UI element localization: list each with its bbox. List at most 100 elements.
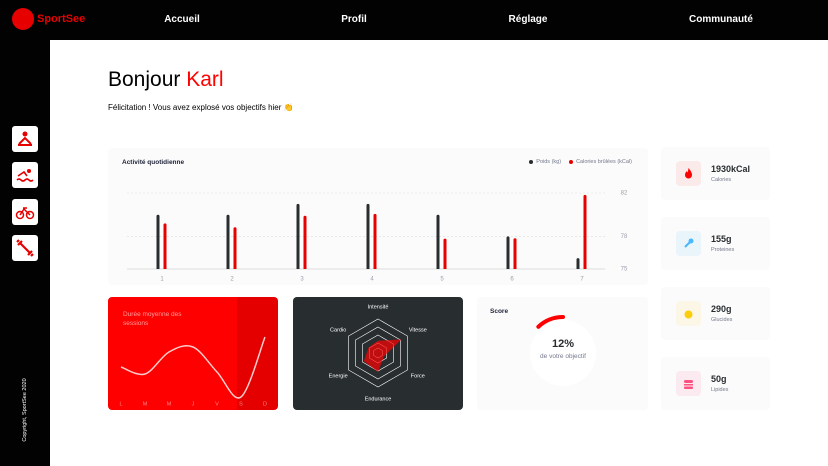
score-chart [530,315,596,386]
x-tick-label: 5 [440,277,444,283]
radar-label: Energie [329,373,348,379]
legend-item: Poids (kg) [529,159,561,165]
top-bar [0,0,828,40]
score-panel: Score 12% de votre objectif [477,297,648,410]
x-tick-label: 7 [580,277,584,283]
greeting-hello: Bonjour [108,68,181,91]
score-value: 12% [551,338,575,350]
radar-label: Intensité [368,304,389,310]
bar [156,214,160,269]
key-label: Glucides [711,317,733,323]
bar [513,238,517,269]
radar-label: Force [411,373,425,379]
x-tick-label: 2 [230,277,234,283]
x-tick-label: D [263,401,267,407]
icon [16,169,34,182]
bar [303,215,307,269]
legend-item: Calories brûlées (kCal) [569,159,632,165]
bar [436,214,440,269]
bar [226,214,230,269]
y-tick-label: 75 [621,267,628,273]
score-disc [530,320,596,386]
icon [16,239,34,257]
key-label: Proteines [711,247,735,253]
logo-text[interactable]: SportSee [37,13,86,25]
key-card: 50g Lipides [661,357,770,410]
key-card: 1930kCal Calories [661,147,770,200]
activity-title: Activité quotidienne [122,159,185,166]
bar [366,203,370,269]
legend-swatch [529,160,534,164]
bar [443,238,447,269]
radar-grid [348,318,408,388]
bar [576,258,580,269]
nav-link[interactable]: Communauté [689,14,753,25]
nav-link[interactable]: Profil [341,14,367,25]
radar-area [363,339,402,373]
sessions-title: Durée moyenne des sessions [123,311,182,327]
x-tick-label: V [215,401,219,407]
x-tick-label: J [192,401,195,407]
bike-button[interactable] [12,199,38,225]
radar-label: Cardio [330,327,346,333]
carb-icon [676,301,701,326]
key-label: Calories [711,177,732,183]
bar [583,194,587,269]
bar [163,223,167,269]
key-card: 290g Glucides [661,287,770,340]
key-value: 1930kCal [711,164,751,174]
logo-icon[interactable] [12,8,34,30]
score-title: Score [490,308,509,315]
key-value: 290g [711,304,732,314]
sessions-panel: L M M J V S D Durée moyenne des sessions [108,297,278,410]
legend-label: Calories brûlées (kCal) [576,159,632,165]
x-tick-label: 1 [160,277,164,283]
bar [296,203,300,269]
legend: Poids (kg) Calories brûlées (kCal) [529,159,632,165]
yoga-button[interactable] [12,126,38,152]
x-tick-label: M [167,401,172,407]
icon [15,207,35,220]
x-tick-label: 4 [370,277,374,283]
y-tick-label: 82 [621,191,628,197]
bar [373,213,377,269]
greeting: Bonjour Karl [108,68,224,92]
icon [18,131,32,146]
radar-label: Vitesse [409,327,427,333]
swim-button[interactable] [12,162,38,188]
hover-shade [237,297,278,410]
performance-chart: Intensité Vitesse Force Endurance Energie Car… [329,304,427,402]
legend-swatch [569,160,574,164]
key-card: 155g Proteines [661,217,770,270]
nav-link[interactable]: Réglage [508,14,548,25]
fat-icon [676,371,701,396]
y-tick-label: 78 [621,234,628,240]
calorie-icon [676,161,701,186]
key-value: 50g [711,374,727,384]
x-tick-label: S [239,401,243,407]
score-caption: de votre objectif [540,353,586,360]
performance-panel: Intensité Vitesse Force Endurance Energie Car… [293,297,463,410]
greeting-message: Félicitation ! Vous avez explosé vos obj… [108,103,294,112]
nav-link[interactable]: Accueil [164,14,200,25]
activity-panel: Activité quotidienne Poids (kg) Calories … [108,148,648,285]
greeting-name: Karl [186,68,224,91]
legend-label: Poids (kg) [536,159,562,165]
key-label: Lipides [711,387,729,393]
session-line [120,336,266,399]
score-arc [536,315,565,329]
weights-button[interactable] [12,235,38,261]
radar-label: Endurance [365,396,392,402]
x-tick-label: M [143,401,148,407]
protein-icon [676,231,701,256]
key-value: 155g [711,234,732,244]
activity-chart: 75 78 82 1 2 3 4 5 6 7 [127,191,628,283]
score-text: 12% de votre objectif [538,338,588,362]
bar [233,227,237,269]
x-tick-label: 6 [510,277,514,283]
x-tick-label: L [119,401,122,407]
x-tick-label: 3 [300,277,304,283]
copyright: Copyright, SportSee 2020 [22,378,28,442]
